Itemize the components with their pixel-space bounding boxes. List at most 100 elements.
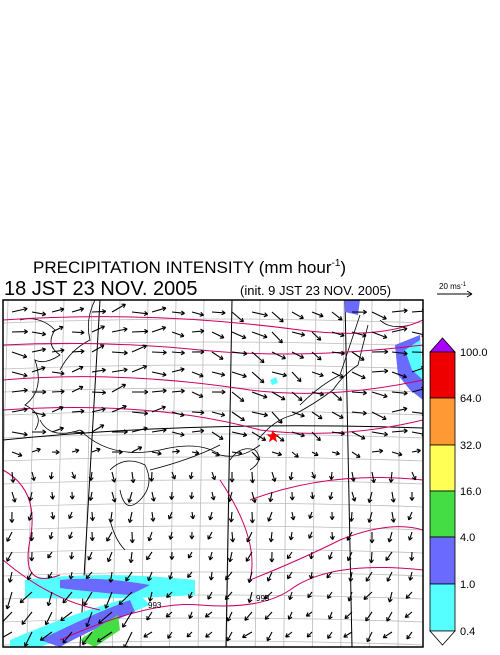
wind-arrow [329,531,335,541]
wind-arrow [81,631,93,646]
wind-arrow [311,451,319,457]
wind-arrow [46,591,53,607]
wind-arrow [271,451,283,457]
wind-arrow [408,571,414,581]
wind-arrow [371,411,387,421]
wind-arrow [165,611,173,618]
wind-arrow [111,404,127,413]
wind-arrow [62,591,73,604]
wind-arrow [290,511,296,521]
grid-line [3,525,423,531]
wind-arrow [11,387,28,393]
wind-arrow [151,405,166,413]
wind-arrow [271,391,286,401]
wind-arrow [127,511,133,524]
wind-arrow [391,390,408,396]
wind-arrow [31,311,47,317]
wind-arrow [111,350,128,356]
wind-arrow [151,427,167,433]
wind-arrow [51,307,65,313]
wind-arrow [131,410,149,416]
wind-arrow [171,331,185,338]
wind-arrow [231,350,248,356]
wind-arrow [309,491,315,500]
wind-arrow [51,348,65,354]
wind-arrow [171,411,185,418]
wind-arrow [91,309,107,315]
wind-arrow [230,531,236,543]
wind-arrow [151,306,167,313]
wind-arrow [188,471,194,480]
wind-arrow [106,551,113,563]
wind-arrow [269,551,275,563]
wind-arrow [231,311,244,323]
wind-arrow [91,367,106,373]
valid-time: 18 JST 23 NOV. 2005 [4,278,197,300]
wind-arrow [71,329,85,336]
wind-arrow [406,631,413,640]
wind-arrow [227,551,233,563]
wind-arrow [371,368,389,374]
wind-arrow [151,388,167,394]
wind-arrow [371,471,376,484]
wind-arrow [391,451,403,457]
wind-arrow [346,551,353,562]
wind-arrow [51,449,60,455]
wind-arrow [83,591,93,607]
wind-arrow [31,471,36,482]
wind-arrow [391,406,408,413]
wind-arrow [346,531,353,541]
wind-arrow [62,631,73,644]
wind-arrow [331,430,345,436]
wind-arrow [351,331,367,338]
wind-arrow [71,448,80,454]
wind-arrow [351,390,367,396]
wind-arrow [251,351,265,364]
wind-arrow [344,611,353,620]
wind-arrow [111,471,117,483]
wind-arrow [286,551,293,560]
wind-arrow [331,311,343,321]
wind-arrow [151,349,167,356]
wind-arrow [111,327,128,333]
wind-arrow [291,371,302,383]
wind-arrow [11,491,17,503]
wind-arrow [211,431,224,440]
wind-arrow [205,631,213,638]
wind-arrow [326,571,333,579]
wind-arrow [363,591,373,600]
wind-scale-superscript: -1 [461,282,467,288]
colorbar-label: 0.4 [460,626,475,638]
wind-arrow [371,448,384,454]
wind-arrow [131,364,148,373]
wind-arrow [5,591,13,610]
wind-arrow [348,571,354,582]
wind-arrow [386,571,393,582]
wind-arrow [204,611,213,618]
wind-arrow [190,511,196,520]
wind-arrow [168,531,174,540]
wind-arrow [98,611,113,624]
wind-arrow [71,348,85,354]
wind-arrow [131,344,147,353]
wind-arrow [371,331,388,339]
wind-arrow [211,351,224,360]
wind-arrow [391,371,407,379]
wind-arrow [11,329,28,335]
wind-arrow [271,311,284,323]
wind-arrow [11,306,28,313]
wind-arrow [186,631,193,638]
init-time: (init. 9 JST 23 NOV. 2005) [240,283,391,298]
wind-arrow [231,431,248,438]
wind-arrow [188,611,194,620]
colorbar-label: 32.0 [460,440,481,452]
wind-arrow [365,611,373,622]
wind-arrow [108,511,114,523]
wind-arrow [51,426,64,433]
wind-arrow [291,391,303,402]
wind-arrow [191,409,205,416]
wind-arrow [244,611,253,621]
wind-arrow [306,631,313,638]
wind-arrow [91,344,105,353]
wind-arrow [268,531,274,543]
